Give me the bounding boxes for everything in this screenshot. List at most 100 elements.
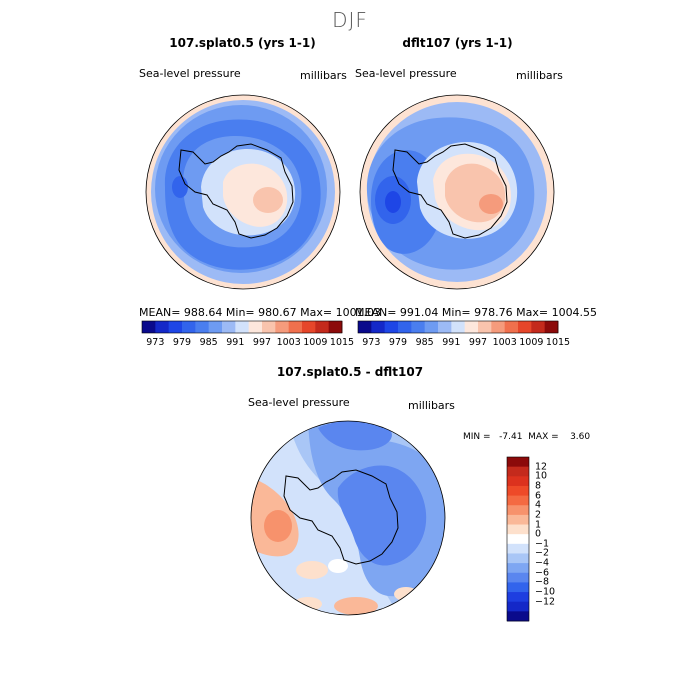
colorbar-swatch (507, 582, 529, 593)
panel1-stats: MEAN= 988.64 Min= 980.67 Max= 1001.03 (139, 306, 382, 319)
colorbar-tick-label: 985 (415, 337, 434, 348)
colorbar-swatch (507, 553, 529, 564)
colorbar-tick-label: 10 (535, 470, 548, 482)
colorbar-swatch (302, 321, 316, 333)
panel3-variable-label: Sea-level pressure (248, 396, 350, 409)
colorbar-swatch (504, 321, 519, 333)
panel2-colorbar (357, 320, 559, 334)
colorbar-tick-label: 0 (535, 528, 542, 540)
colorbar-swatch (182, 321, 196, 333)
colorbar-tick-label: 991 (442, 337, 461, 348)
colorbar-swatch (507, 543, 529, 554)
colorbar-swatch (384, 321, 399, 333)
colorbar-swatch (507, 592, 529, 603)
colorbar-tick-label: 997 (252, 337, 272, 348)
colorbar-swatch (262, 321, 276, 333)
panel2-title: dflt107 (yrs 1-1) (402, 36, 513, 50)
colorbar-tick-label: 973 (362, 337, 381, 348)
colorbar-tick-label: 979 (172, 337, 192, 348)
colorbar-swatch (518, 321, 532, 333)
colorbar-tick-label: 1 (535, 519, 542, 531)
colorbar-swatch (358, 321, 372, 333)
colorbar-tick-label: −4 (535, 557, 550, 569)
panel1-map (145, 94, 341, 290)
panel3-minmax: MIN = -7.41 MAX = 3.60 (463, 432, 591, 442)
colorbar-swatch (208, 321, 223, 333)
colorbar-swatch (155, 321, 170, 333)
colorbar-swatch (168, 321, 183, 333)
colorbar-swatch (411, 321, 426, 333)
colorbar-tick-label: 1015 (329, 337, 355, 348)
colorbar-tick-label: 1009 (303, 337, 328, 348)
colorbar-tick-label: 979 (388, 337, 408, 348)
colorbar-swatch (315, 321, 330, 333)
colorbar-tick-label: 8 (535, 480, 542, 492)
colorbar-tick-label: 2 (535, 509, 542, 521)
colorbar-swatch (507, 505, 529, 516)
panel2-map (359, 94, 555, 290)
colorbar-tick-label: −1 (535, 538, 550, 550)
colorbar-tick-label: −6 (535, 567, 550, 579)
panel3-title: 107.splat0.5 - dflt107 (276, 365, 424, 379)
colorbar-swatch (507, 572, 529, 583)
colorbar-swatch (507, 563, 529, 574)
colorbar-swatch (195, 321, 210, 333)
colorbar-tick-label: 6 (535, 490, 542, 502)
colorbar-swatch (222, 321, 236, 333)
panel2-variable-label: Sea-level pressure (355, 67, 457, 80)
colorbar-swatch (507, 476, 529, 487)
colorbar-tick-label: 1009 (519, 337, 544, 348)
colorbar-swatch (464, 321, 479, 333)
colorbar-swatch (438, 321, 452, 333)
colorbar-swatch (248, 321, 263, 333)
colorbar-border (141, 320, 343, 334)
panel3-colorbar (506, 456, 530, 622)
colorbar-swatch (507, 524, 529, 535)
panel3-colorbar-ticks: 12 10 8 6 4 2 1 0 −1 −2 −4 −6 −8 −10 −12 (535, 457, 575, 621)
colorbar-swatch (478, 321, 492, 333)
colorbar-swatch (235, 321, 250, 333)
colorbar-swatch (507, 485, 529, 496)
colorbar-tick-label: 997 (468, 337, 488, 348)
colorbar-border (506, 456, 530, 622)
colorbar-swatch (507, 514, 529, 525)
colorbar-swatch (275, 321, 290, 333)
panel1-variable-label: Sea-level pressure (139, 67, 241, 80)
panel2-units-label: millibars (516, 69, 563, 82)
colorbar-tick-label: 985 (199, 337, 218, 348)
colorbar-swatch (398, 321, 412, 333)
colorbar-tick-label: −2 (535, 547, 550, 559)
panel2-colorbar-ticks: 973 979 985 991 997 1003 1009 1015 (358, 337, 570, 349)
colorbar-swatch (371, 321, 386, 333)
colorbar-tick-label: −8 (535, 576, 550, 588)
colorbar-swatch (507, 457, 529, 468)
colorbar-swatch (507, 534, 529, 545)
colorbar-swatch (507, 466, 529, 477)
colorbar-swatch (507, 611, 529, 622)
panel2-stats: MEAN= 991.04 Min= 978.76 Max= 1004.55 (355, 306, 598, 319)
panel1-colorbar (141, 320, 343, 334)
colorbar-tick-label: 4 (535, 499, 542, 511)
colorbar-swatch (424, 321, 439, 333)
panel3-units-label: millibars (408, 399, 455, 412)
colorbar-tick-label: 973 (146, 337, 165, 348)
panel1-colorbar-ticks: 973 979 985 991 997 1003 1009 1015 (142, 337, 354, 349)
colorbar-swatch (288, 321, 303, 333)
colorbar-swatch (531, 321, 546, 333)
colorbar-swatch (451, 321, 466, 333)
colorbar-tick-label: 1003 (492, 337, 517, 348)
colorbar-tick-label: −10 (535, 586, 556, 598)
colorbar-swatch (507, 495, 529, 506)
colorbar-tick-label: 1015 (545, 337, 571, 348)
colorbar-swatch (544, 321, 559, 333)
colorbar-swatch (142, 321, 156, 333)
colorbar-tick-label: 991 (226, 337, 245, 348)
colorbar-border (357, 320, 559, 334)
colorbar-tick-label: −12 (535, 596, 556, 608)
season-title: DJF (332, 8, 368, 32)
panel3-map (250, 420, 446, 616)
panel1-units-label: millibars (300, 69, 347, 82)
colorbar-swatch (491, 321, 506, 333)
colorbar-tick-label: 12 (535, 461, 548, 473)
panel1-title: 107.splat0.5 (yrs 1-1) (169, 36, 316, 50)
